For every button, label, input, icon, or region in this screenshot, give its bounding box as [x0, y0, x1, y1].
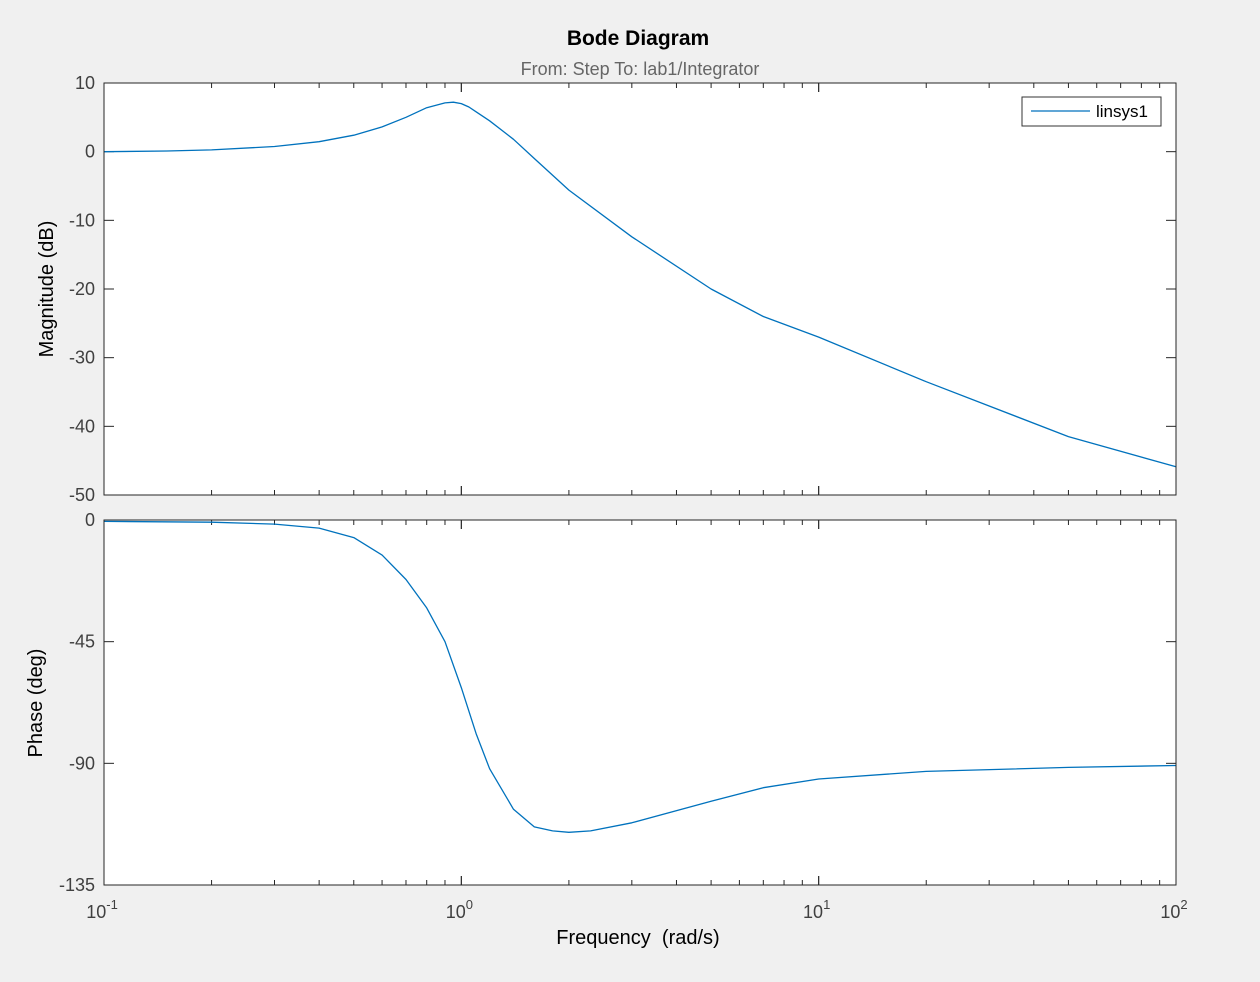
phase-y-tick-label: -90 [69, 753, 95, 773]
phase-y-tick-label: 0 [85, 510, 95, 530]
magnitude-axes-box [103, 82, 1177, 496]
x-axis-label: Frequency (rad/s) [556, 927, 719, 949]
magnitude-y-tick-label: 0 [85, 142, 95, 162]
phase-plot-area [104, 520, 1176, 885]
magnitude-y-tick-label: -20 [69, 279, 95, 299]
x-tick-label: 100 [446, 897, 473, 922]
x-tick-label: 102 [1160, 897, 1187, 922]
phase-series-linsys1 [103, 520, 1177, 833]
magnitude-y-tick-label: -30 [69, 348, 95, 368]
chart-title: Bode Diagram [567, 27, 709, 50]
ylabel-magnitude: Magnitude (dB) [36, 221, 58, 358]
phase-panel: 0 -45 -90 -135 [59, 510, 1177, 895]
phase-y-tick-label: -135 [59, 875, 95, 895]
phase-axes-box [103, 519, 1177, 886]
magnitude-y-tick-label: 10 [75, 73, 95, 93]
chart-subtitle: From: Step To: lab1/Integrator [521, 59, 760, 79]
x-tick-labels: 10-1 100 101 102 [86, 897, 1187, 922]
magnitude-panel: 10 0 -10 -20 -30 -40 -50 [69, 73, 1177, 505]
x-tick-label: 10-1 [86, 897, 118, 922]
magnitude-y-tick-label: -10 [69, 210, 95, 230]
legend: linsys1 [1021, 96, 1162, 127]
magnitude-plot-area [104, 83, 1176, 495]
x-tick-label: 101 [803, 897, 830, 922]
magnitude-y-tick-label: -50 [69, 485, 95, 505]
magnitude-series-linsys1 [103, 101, 1177, 468]
legend-entry-linsys1: linsys1 [1096, 102, 1148, 121]
phase-y-tick-label: -45 [69, 632, 95, 652]
ylabel-phase: Phase (deg) [25, 649, 47, 758]
magnitude-y-tick-label: -40 [69, 416, 95, 436]
